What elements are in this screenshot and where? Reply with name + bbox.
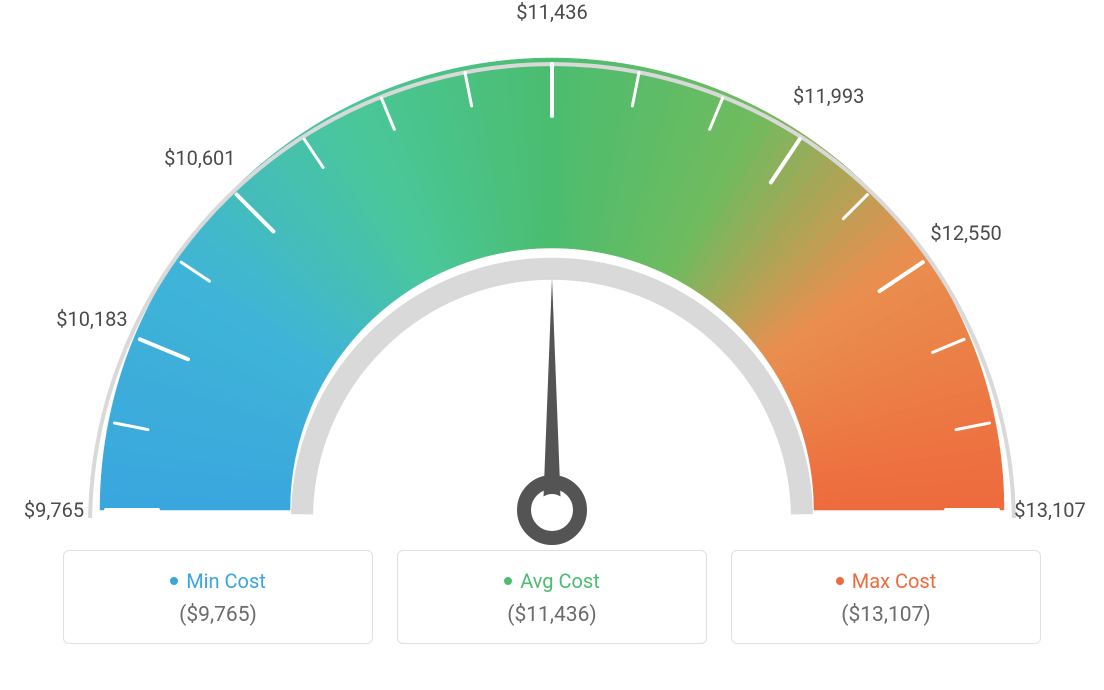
gauge-svg xyxy=(0,0,1104,560)
gauge-scale-label: $12,550 xyxy=(930,221,1001,245)
legend-card-min: Min Cost ($9,765) xyxy=(63,550,373,644)
gauge-chart: $9,765 $10,183 $10,601 $11,436 $11,993 $12,55… xyxy=(0,0,1104,560)
gauge-scale-label: $11,993 xyxy=(793,84,864,108)
gauge-scale-label: $11,436 xyxy=(516,0,587,24)
legend-row: Min Cost ($9,765) Avg Cost ($11,436) Max… xyxy=(0,550,1104,644)
legend-dot-avg xyxy=(504,577,512,585)
gauge-scale-label: $13,107 xyxy=(1014,498,1085,522)
legend-card-avg: Avg Cost ($11,436) xyxy=(397,550,707,644)
legend-label-avg: Avg Cost xyxy=(520,569,600,593)
gauge-scale-label: $9,765 xyxy=(24,498,84,522)
legend-title-avg: Avg Cost xyxy=(504,569,600,593)
legend-card-max: Max Cost ($13,107) xyxy=(731,550,1041,644)
legend-dot-min xyxy=(170,577,178,585)
gauge-scale-label: $10,183 xyxy=(56,307,127,331)
legend-title-min: Min Cost xyxy=(170,569,266,593)
gauge-scale-label: $10,601 xyxy=(164,146,235,170)
legend-label-min: Min Cost xyxy=(186,569,266,593)
legend-value-min: ($9,765) xyxy=(64,603,372,627)
legend-dot-max xyxy=(836,577,844,585)
legend-value-max: ($13,107) xyxy=(732,603,1040,627)
legend-label-max: Max Cost xyxy=(852,569,937,593)
legend-title-max: Max Cost xyxy=(836,569,937,593)
legend-value-avg: ($11,436) xyxy=(398,603,706,627)
